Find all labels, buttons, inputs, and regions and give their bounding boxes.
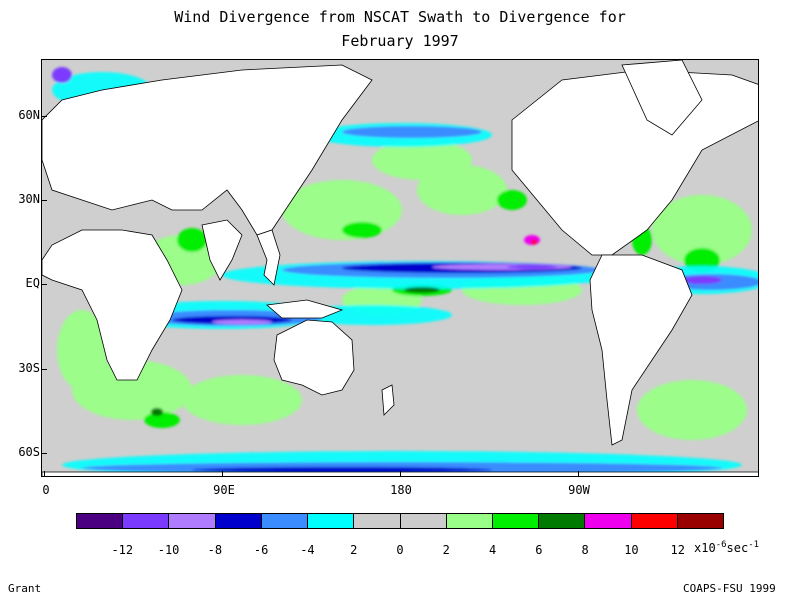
lon-label-0: 0 (42, 483, 50, 497)
color-scale-cell (677, 514, 724, 528)
lat-label-60s: 60S (18, 445, 40, 459)
units-tail-exp: -1 (748, 540, 760, 550)
color-scale-label: 2 (350, 543, 358, 557)
map-title-line-1: Wind Divergence from NSCAT Swath to Dive… (174, 8, 626, 26)
color-scale-cell (539, 514, 586, 528)
lon-tick (400, 471, 401, 477)
organization-credit: COAPS-FSU 1999 (683, 582, 776, 595)
divergence-patches (52, 67, 758, 476)
color-scale-label: 0 (396, 543, 404, 557)
color-scale-label: -6 (253, 543, 269, 557)
lat-tick (41, 369, 47, 370)
color-scale-cell (123, 514, 170, 528)
color-scale-cell (400, 514, 447, 528)
color-scale-cell (631, 514, 678, 528)
color-scale-label: 2 (442, 543, 450, 557)
color-scale-bar (76, 513, 724, 529)
lat-tick (41, 453, 47, 454)
color-scale-cell (446, 514, 493, 528)
lat-label-60n: 60N (18, 108, 40, 122)
color-scale-label: 10 (624, 543, 639, 557)
color-scale-label: -4 (300, 543, 315, 557)
lat-tick (41, 116, 47, 117)
color-scale-cell (215, 514, 262, 528)
color-scale-cell (308, 514, 355, 528)
units-label: x10-6sec-1 (694, 540, 759, 555)
map-title-line-2: February 1997 (341, 32, 459, 50)
lon-label-180: 180 (390, 483, 412, 497)
color-scale-cell (169, 514, 216, 528)
lat-label-30s: 30S (18, 361, 40, 375)
units-base: x10 (694, 541, 716, 555)
color-scale-label: 4 (488, 543, 497, 557)
units-tail: sec (726, 541, 749, 555)
lon-label-90e: 90E (213, 483, 235, 497)
units-exp: -6 (715, 540, 727, 550)
color-scale-cell (77, 514, 124, 528)
color-scale-label: -8 (207, 543, 223, 557)
lat-tick (41, 284, 47, 285)
divergence-field (42, 60, 758, 476)
lon-tick (578, 471, 579, 477)
color-scale-cell (261, 514, 309, 528)
lon-label-90w: 90W (568, 483, 590, 497)
author-credit: Grant (8, 582, 42, 595)
color-scale-label: 6 (535, 543, 543, 557)
divergence-map (41, 59, 759, 477)
color-scale-cell (585, 514, 632, 528)
color-scale-label: -12 (111, 543, 134, 557)
lon-tick (222, 471, 223, 477)
land-masses (42, 60, 758, 476)
lat-label-30n: 30N (18, 192, 40, 206)
color-scale-cell (354, 514, 401, 528)
lat-tick (41, 200, 47, 201)
lon-tick (44, 471, 45, 477)
color-scale-cell (492, 514, 540, 528)
color-scale-label: 8 (581, 543, 589, 557)
lat-label-eq: EQ (25, 276, 40, 290)
color-scale-label: -10 (157, 543, 180, 557)
color-scale-label: 12 (670, 543, 685, 557)
